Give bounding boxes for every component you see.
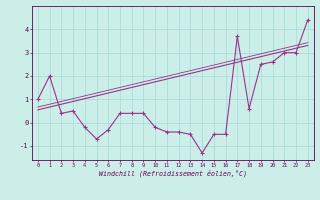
X-axis label: Windchill (Refroidissement éolien,°C): Windchill (Refroidissement éolien,°C) xyxy=(99,170,247,177)
